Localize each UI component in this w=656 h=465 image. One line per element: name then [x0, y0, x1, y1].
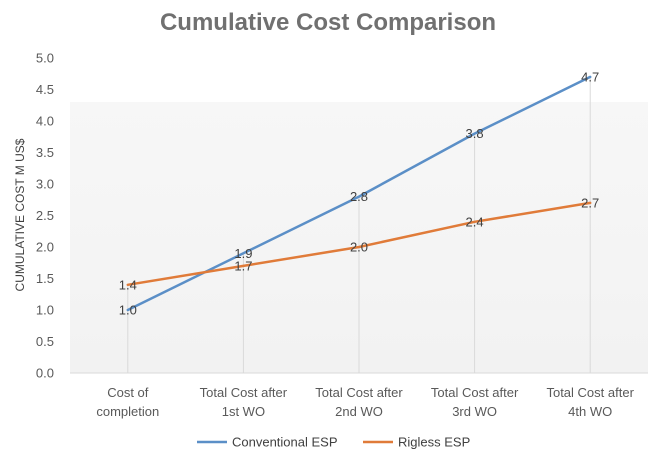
y-axis-title: CUMULATIVE COST M US$ [13, 138, 27, 291]
series-line-rigless-esp [126, 201, 592, 287]
x-category-label: Total Cost after 2nd WO [315, 385, 403, 419]
legend: Conventional ESP Rigless ESP [197, 435, 470, 450]
y-tick-label: 4.0 [36, 114, 54, 129]
y-tick-label: 3.0 [36, 177, 54, 192]
data-label: 2.7 [581, 195, 599, 210]
x-axis-categories: Cost of completion Total Cost after 1st WO T… [96, 385, 634, 419]
legend-label: Conventional ESP [232, 435, 338, 450]
data-label: 1.0 [119, 303, 137, 318]
x-category-label: Total Cost after 3rd WO [431, 385, 519, 419]
y-tick-label: 2.5 [36, 208, 54, 223]
y-tick-label: 0.5 [36, 334, 54, 349]
data-labels: 1.0 1.9 2.8 3.8 4.7 1.4 1.7 2.0 2.4 2.7 [119, 69, 599, 317]
x-category-label: Cost of completion [96, 385, 159, 419]
y-tick-label: 3.5 [36, 145, 54, 160]
data-label: 2.8 [350, 189, 368, 204]
data-label: 1.4 [119, 277, 137, 292]
y-tick-label: 0.0 [36, 366, 54, 381]
chart-title: Cumulative Cost Comparison [160, 9, 496, 36]
y-axis-ticks: 0.0 0.5 1.0 1.5 2.0 2.5 3.0 3.5 4.0 4.5 5.0 [36, 51, 54, 381]
data-label: 1.7 [234, 258, 252, 273]
y-tick-label: 1.0 [36, 303, 54, 318]
data-label: 3.8 [466, 126, 484, 141]
legend-label: Rigless ESP [398, 435, 470, 450]
y-tick-label: 1.5 [36, 271, 54, 286]
x-category-label: Total Cost after 4th WO [546, 385, 634, 419]
series-lines [126, 75, 592, 312]
data-label: 1.9 [234, 246, 252, 261]
y-tick-label: 5.0 [36, 51, 54, 66]
data-label: 2.4 [466, 214, 484, 229]
y-tick-label: 2.0 [36, 240, 54, 255]
y-tick-label: 4.5 [36, 82, 54, 97]
drop-lines [127, 76, 591, 373]
data-label: 4.7 [581, 69, 599, 84]
x-category-label: Total Cost after 1st WO [200, 385, 288, 419]
data-label: 2.0 [350, 240, 368, 255]
